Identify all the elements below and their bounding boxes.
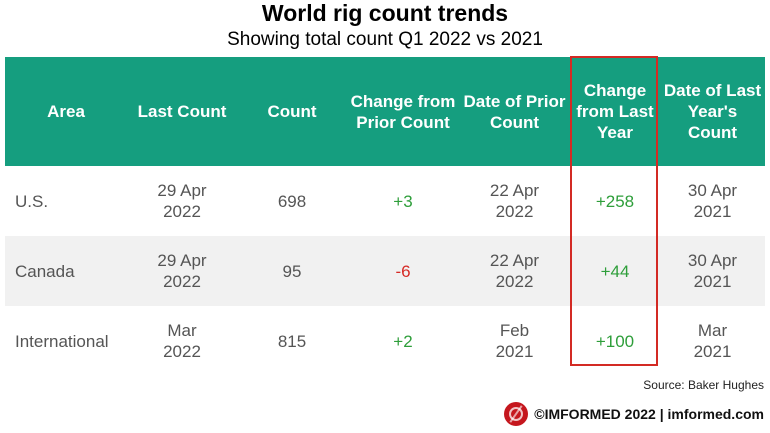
- cell-value: +258: [595, 191, 635, 211]
- table-cell: +258: [570, 166, 660, 236]
- cell-value: 29 Apr 2022: [157, 181, 207, 221]
- cell-value: International: [15, 331, 109, 351]
- cell-value: 22 Apr 2022: [489, 251, 540, 291]
- table-cell: 29 Apr 2022: [127, 236, 237, 306]
- cell-value: U.S.: [15, 191, 49, 211]
- table-cell: 815: [237, 306, 347, 376]
- cell-value: 30 Apr 2021: [687, 181, 738, 221]
- table-cell: +2: [347, 306, 459, 376]
- table-cell: Mar 2022: [127, 306, 237, 376]
- brand-text: ©IMFORMED 2022 | imformed.com: [534, 406, 764, 422]
- table-row: International Mar 2022 815 +2 Feb 2021 +100 Ma…: [5, 306, 765, 376]
- area-cell: International: [5, 306, 127, 376]
- area-cell: U.S.: [5, 166, 127, 236]
- column-header: Date of Prior Count: [459, 57, 570, 166]
- chart-title: World rig count trends: [261, 0, 509, 26]
- cell-value: +100: [595, 331, 635, 351]
- column-header: Count: [237, 57, 347, 166]
- cell-value: +3: [393, 191, 413, 211]
- rig-count-table: Area Last Count Count Change from Prior …: [5, 57, 765, 376]
- table-cell: -6: [347, 236, 459, 306]
- table-cell: Feb 2021: [459, 306, 570, 376]
- cell-value: -6: [395, 261, 411, 281]
- cell-value: 95: [282, 261, 302, 281]
- column-header: Change from Last Year: [570, 57, 660, 166]
- brand-footer: ©IMFORMED 2022 | imformed.com: [504, 402, 764, 426]
- table-cell: 30 Apr 2021: [660, 166, 765, 236]
- table-cell: 30 Apr 2021: [660, 236, 765, 306]
- table-cell: 22 Apr 2022: [459, 236, 570, 306]
- column-header: Last Count: [127, 57, 237, 166]
- table-cell: +44: [570, 236, 660, 306]
- table-header-row: Area Last Count Count Change from Prior …: [5, 57, 765, 166]
- cell-value: Mar 2021: [693, 321, 732, 361]
- table-body: U.S. 29 Apr 2022 698 +3 22 Apr 2022 +258 30 Ap…: [5, 166, 765, 376]
- table-cell: 95: [237, 236, 347, 306]
- column-header: Date of Last Year's Count: [660, 57, 765, 166]
- table-row: Canada 29 Apr 2022 95 -6 22 Apr 2022 +44 30 Ap…: [5, 236, 765, 306]
- table-cell: +3: [347, 166, 459, 236]
- source-note: Source: Baker Hughes: [643, 378, 764, 392]
- table-cell: 22 Apr 2022: [459, 166, 570, 236]
- table-cell: 29 Apr 2022: [127, 166, 237, 236]
- cell-value: +2: [393, 331, 413, 351]
- column-header: Change from Prior Count: [347, 57, 459, 166]
- cell-value: Mar 2022: [163, 321, 201, 361]
- column-header: Area: [5, 57, 127, 166]
- cell-value: +44: [600, 261, 630, 281]
- table-cell: +100: [570, 306, 660, 376]
- cell-value: Canada: [15, 261, 75, 281]
- cell-value: 29 Apr 2022: [157, 251, 207, 291]
- cell-value: 815: [277, 331, 307, 351]
- table-row: U.S. 29 Apr 2022 698 +3 22 Apr 2022 +258 30 Ap…: [5, 166, 765, 236]
- chart-subtitle: Showing total count Q1 2022 vs 2021: [227, 29, 543, 50]
- cell-value: 30 Apr 2021: [687, 251, 738, 291]
- imformed-logo-icon: [504, 402, 529, 426]
- cell-value: Feb 2021: [495, 321, 534, 361]
- table-cell: Mar 2021: [660, 306, 765, 376]
- table-cell: 698: [237, 166, 347, 236]
- cell-value: 698: [277, 191, 307, 211]
- cell-value: 22 Apr 2022: [489, 181, 540, 221]
- area-cell: Canada: [5, 236, 127, 306]
